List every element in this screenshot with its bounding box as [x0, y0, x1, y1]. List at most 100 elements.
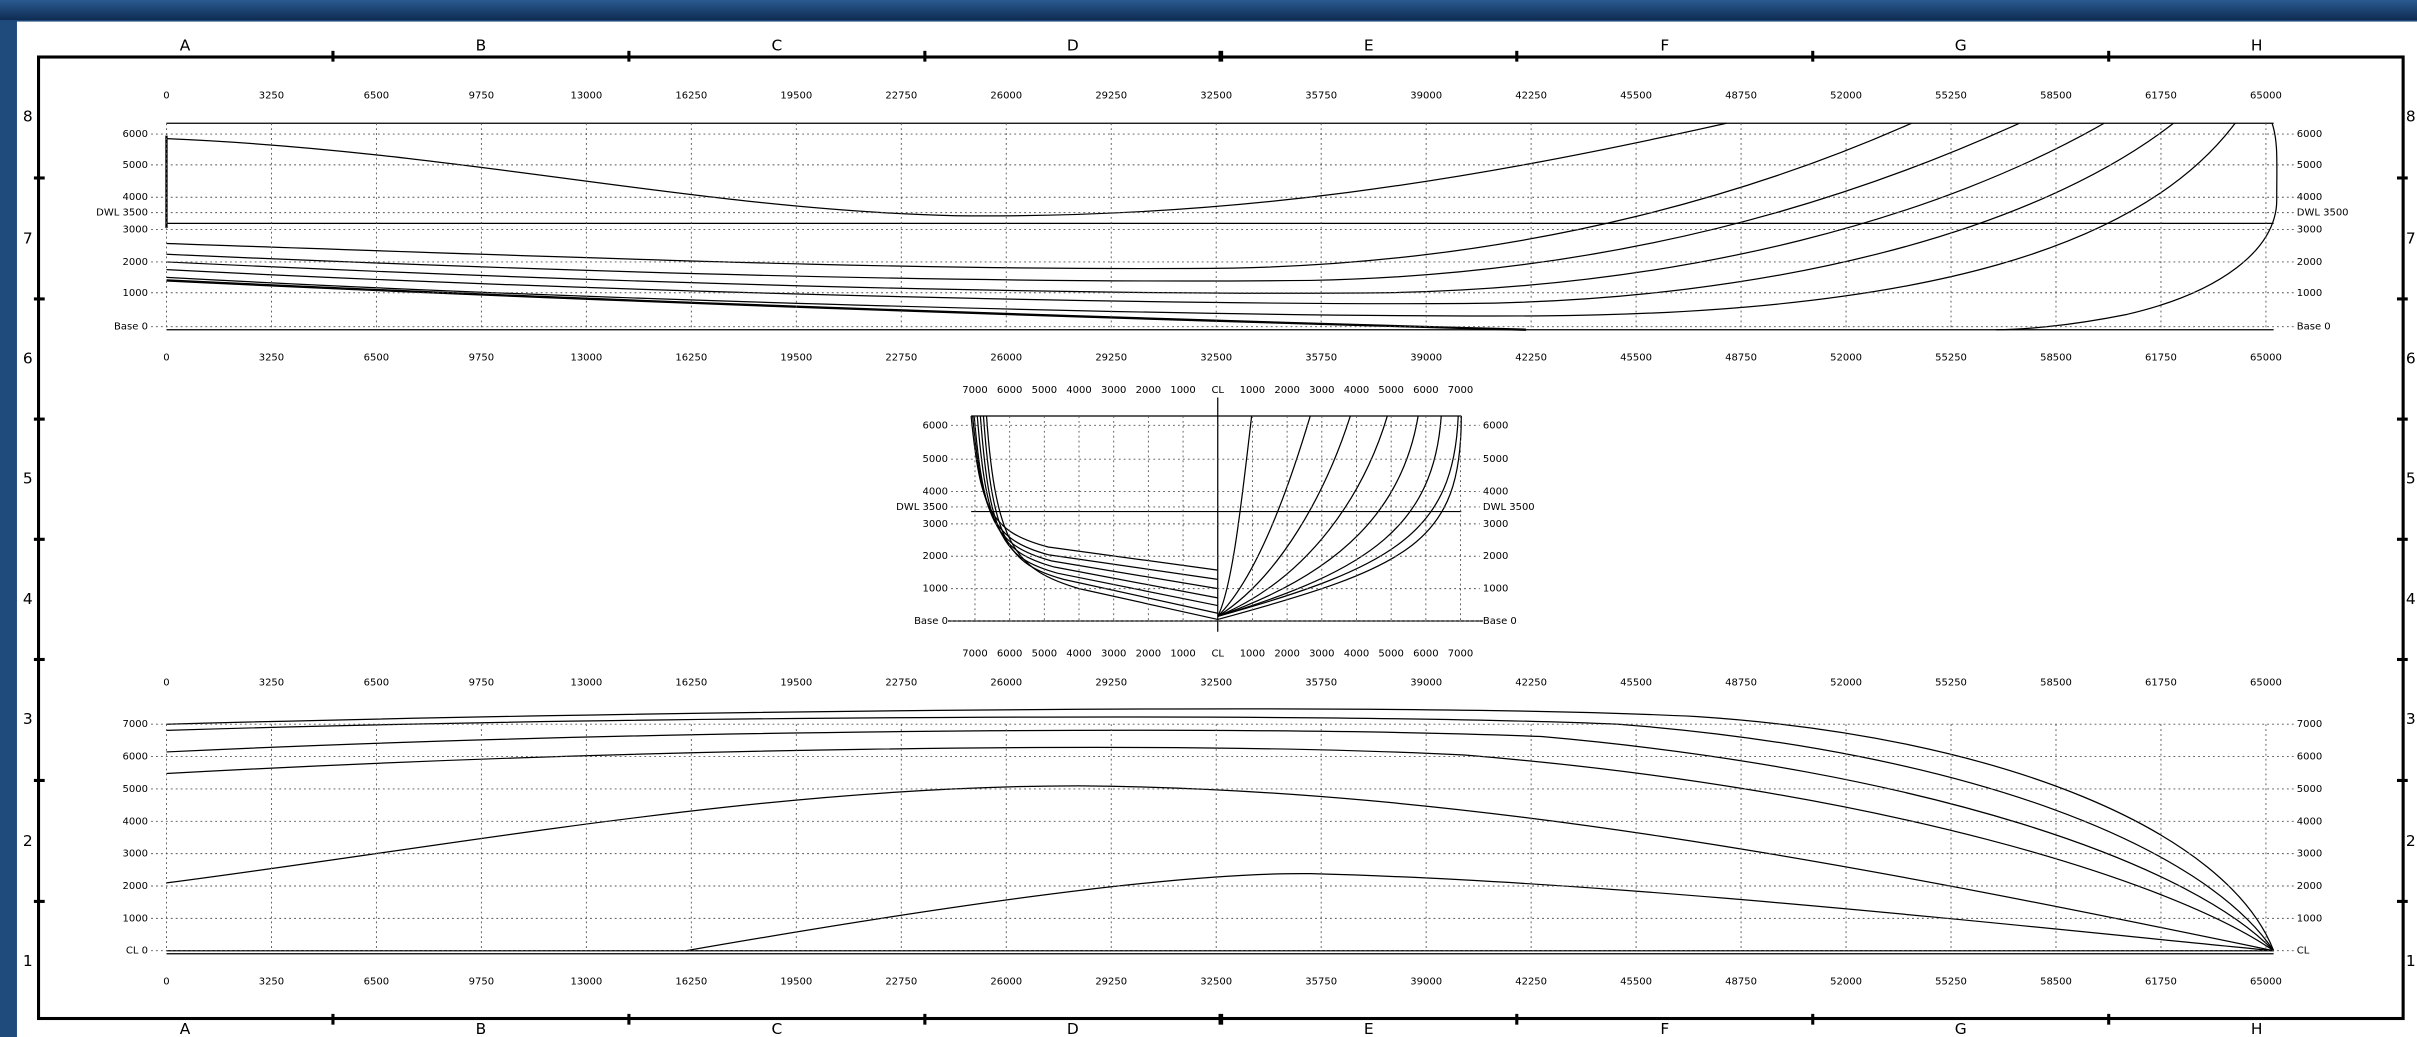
offset-label: 3000	[1309, 385, 1334, 396]
title-bar	[0, 0, 2417, 21]
half-breadth-label: 4000	[123, 816, 148, 827]
waterline-label: 6000	[923, 420, 948, 431]
station-label: 9750	[469, 977, 494, 988]
station-label: 13000	[570, 352, 602, 363]
row-label: 3	[2406, 710, 2416, 728]
waterline-label: 2000	[2297, 257, 2322, 268]
buttock	[166, 122, 2105, 294]
station-label: 42250	[1515, 352, 1547, 363]
offset-label: 4000	[1066, 385, 1091, 396]
offset-label: 6000	[997, 385, 1022, 396]
station-label: 3250	[259, 678, 284, 689]
offset-label: 4000	[1344, 385, 1369, 396]
waterline-label: DWL 3500	[896, 502, 948, 513]
offset-label: 1000	[1170, 648, 1195, 659]
station-label: 52000	[1830, 678, 1862, 689]
offset-label: 1000	[1240, 648, 1265, 659]
station-label: 29250	[1095, 977, 1127, 988]
half-breadth-label: 7000	[123, 719, 148, 730]
section	[1217, 415, 1388, 617]
keel-line	[166, 279, 1527, 331]
waterline-label: 3000	[123, 225, 148, 236]
waterline-label: 1000	[1483, 584, 1508, 595]
waterline-label: 6000	[2297, 129, 2322, 140]
waterline-label: 3000	[2297, 225, 2322, 236]
station-label: 32500	[1200, 352, 1232, 363]
station-label: 39000	[1410, 91, 1442, 102]
station-label: 13000	[570, 678, 602, 689]
waterline-label: 5000	[1483, 454, 1508, 465]
station-label: 52000	[1830, 977, 1862, 988]
station-label: 3250	[259, 977, 284, 988]
row-label: 1	[23, 952, 33, 970]
waterline	[685, 873, 2274, 952]
station-label: 48750	[1725, 91, 1757, 102]
section	[1217, 415, 1311, 617]
row-label: 7	[23, 229, 33, 247]
station-label: 65000	[2250, 91, 2282, 102]
offset-label: 2000	[1136, 385, 1161, 396]
offset-label: 3000	[1101, 385, 1126, 396]
row-label: 5	[23, 470, 33, 488]
station-label: 39000	[1410, 977, 1442, 988]
centerline-label: CL	[1211, 648, 1224, 659]
offset-label: 6000	[1413, 648, 1438, 659]
station-label: 65000	[2250, 678, 2282, 689]
station-label: 35750	[1305, 678, 1337, 689]
waterline-label: 2000	[123, 257, 148, 268]
station-label: 42250	[1515, 977, 1547, 988]
waterline-label: 4000	[1483, 487, 1508, 498]
waterline-label: 6000	[1483, 420, 1508, 431]
station-label: 16250	[675, 91, 707, 102]
body-plan-lines	[947, 397, 1483, 632]
station-label: 13000	[570, 91, 602, 102]
row-label: 8	[2406, 108, 2416, 126]
station-label: 61750	[2145, 678, 2177, 689]
waterline-label: 4000	[923, 487, 948, 498]
station-label: 6500	[364, 678, 389, 689]
waterline	[166, 716, 2275, 952]
waterline-label: Base 0	[114, 322, 148, 333]
section	[1217, 415, 1442, 617]
waterline-label: 2000	[923, 551, 948, 562]
waterline-label: DWL 3500	[1483, 502, 1535, 513]
station-label: 19500	[780, 91, 812, 102]
station-label: 48750	[1725, 678, 1757, 689]
half-breadth-label: 6000	[2297, 752, 2322, 763]
column-label: A	[180, 1020, 191, 1037]
station-label: 61750	[2145, 352, 2177, 363]
offset-label: 5000	[1378, 385, 1403, 396]
waterline-label: 2000	[1483, 551, 1508, 562]
station-label: 9750	[469, 352, 494, 363]
row-label: 2	[23, 832, 33, 850]
station-label: 3250	[259, 352, 284, 363]
buttock	[166, 122, 2174, 305]
offset-label: 3000	[1101, 648, 1126, 659]
stem	[1996, 123, 2278, 331]
station-label: 3250	[259, 91, 284, 102]
station-label: 16250	[675, 352, 707, 363]
half-breadth-label: 4000	[2297, 816, 2322, 827]
column-label: F	[1660, 37, 1669, 55]
offset-label: 2000	[1136, 648, 1161, 659]
station-label: 29250	[1095, 678, 1127, 689]
buttock	[166, 122, 1912, 270]
waterline-label: 1000	[2297, 288, 2322, 299]
station-label: 29250	[1095, 91, 1127, 102]
waterline-label: 6000	[123, 129, 148, 140]
offset-label: 2000	[1274, 385, 1299, 396]
half-breadth-label: CL	[2297, 946, 2310, 957]
station-label: 55250	[1935, 678, 1967, 689]
column-label: H	[2251, 1020, 2263, 1037]
column-label: H	[2251, 37, 2263, 55]
station-label: 22750	[885, 678, 917, 689]
half-breadth-label: 2000	[123, 881, 148, 892]
column-label: E	[1364, 1020, 1374, 1037]
column-label: G	[1955, 37, 1967, 55]
column-label: G	[1955, 1020, 1967, 1037]
waterline-label: 1000	[123, 288, 148, 299]
station-label: 26000	[990, 352, 1022, 363]
station-label: 22750	[885, 91, 917, 102]
waterline-label: Base 0	[2297, 322, 2331, 333]
